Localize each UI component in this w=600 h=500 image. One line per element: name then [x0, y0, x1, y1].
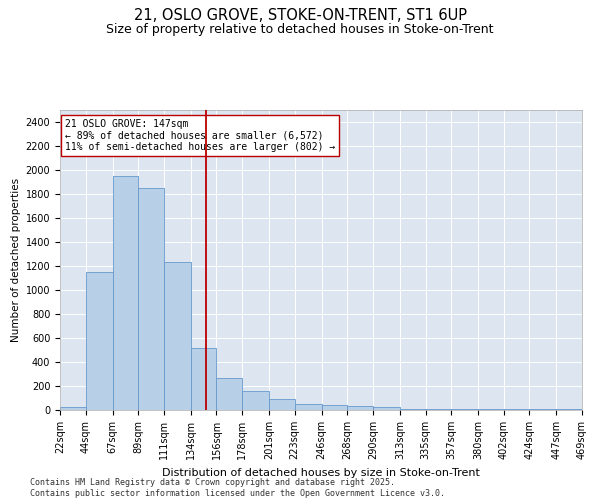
Bar: [86, 272, 113, 410]
Bar: [400, 409, 425, 410]
Bar: [295, 404, 322, 410]
Bar: [164, 262, 191, 410]
Text: Distribution of detached houses by size in Stoke-on-Trent: Distribution of detached houses by size …: [162, 468, 480, 477]
Text: Size of property relative to detached houses in Stoke-on-Trent: Size of property relative to detached ho…: [106, 22, 494, 36]
Bar: [60, 407, 86, 410]
Text: 21, OSLO GROVE, STOKE-ON-TRENT, ST1 6UP: 21, OSLO GROVE, STOKE-ON-TRENT, ST1 6UP: [133, 8, 467, 22]
Bar: [191, 348, 217, 410]
Bar: [113, 176, 138, 410]
Bar: [322, 404, 347, 410]
Bar: [269, 399, 295, 410]
Y-axis label: Number of detached properties: Number of detached properties: [11, 178, 22, 342]
Bar: [138, 188, 164, 410]
Bar: [217, 378, 242, 410]
Bar: [373, 407, 400, 410]
Text: Contains HM Land Registry data © Crown copyright and database right 2025.
Contai: Contains HM Land Registry data © Crown c…: [30, 478, 445, 498]
Bar: [242, 392, 269, 410]
Bar: [347, 406, 373, 410]
Text: 21 OSLO GROVE: 147sqm
← 89% of detached houses are smaller (6,572)
11% of semi-d: 21 OSLO GROVE: 147sqm ← 89% of detached …: [65, 119, 335, 152]
